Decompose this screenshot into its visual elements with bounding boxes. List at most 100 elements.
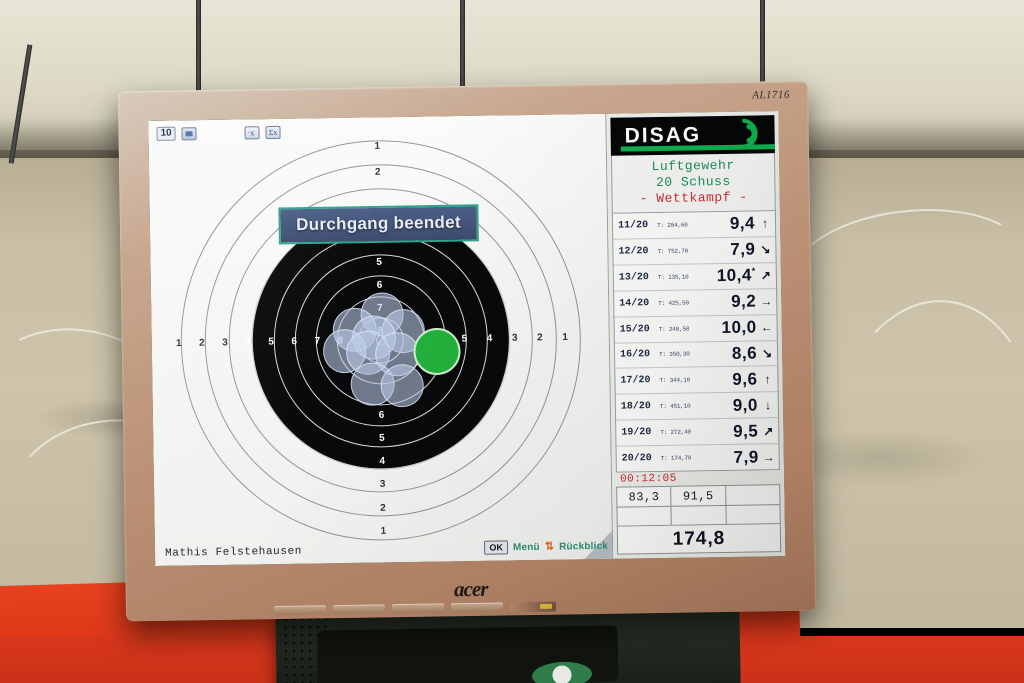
shot-index: 17/20 (620, 375, 651, 387)
screen-frame: 10 ·x Σx (148, 111, 786, 566)
ok-button[interactable]: OK (484, 540, 509, 555)
ringnum-v-t-0: 1 (374, 141, 381, 153)
power-led-icon (539, 603, 553, 609)
shot-value: 10,0 (721, 317, 757, 338)
shot-value: 9,5 (733, 421, 759, 441)
updown-arrows-icon[interactable]: ⇅ (544, 540, 555, 553)
shot-value: 9,2 (730, 291, 757, 312)
shot-index: 20/20 (621, 453, 652, 465)
shot-index: 12/20 (618, 245, 649, 258)
shot-list-row[interactable]: 19/20 T: 272,40 9,5 ↗ (616, 418, 779, 447)
shot-value: 9,4 (729, 213, 756, 234)
shot-value: 7,9 (730, 239, 756, 260)
monitor-menu-button[interactable] (450, 602, 504, 613)
tripod-pole-3 (760, 0, 765, 88)
monitor-auto-button[interactable] (273, 605, 327, 616)
ringnum-v-b-1: 5 (378, 432, 385, 445)
statistics-icon[interactable]: ·x (244, 125, 260, 139)
shot-value: 7,9 (733, 447, 759, 467)
shot-list[interactable]: 11/20 T: 204,60 9,4 ↑ 12/20 T: 752,70 7,9 ↘ 13/2… (611, 211, 780, 473)
shot-time: T: 174,70 (660, 454, 692, 463)
ringnum-v-b-5: 1 (380, 525, 387, 537)
shot-time: T: 135,10 (657, 273, 689, 281)
shot-time: T: 350,30 (659, 350, 690, 359)
review-button[interactable]: Rückblick (558, 540, 609, 553)
ringnum-h-l-1: 2 (198, 337, 205, 349)
shot-list-row[interactable]: 11/20 T: 204,60 9,4 ↑ (612, 211, 776, 240)
softkey-bar[interactable]: OK Menü ⇅ Rückblick (484, 539, 608, 555)
shot-list-row[interactable]: 13/20 T: 135,10 10,4* ↗ (613, 262, 777, 292)
menu-button[interactable]: Menü (512, 541, 540, 553)
shot-direction-arrow-icon: ↑ (764, 372, 771, 387)
total-score: 174,8 (616, 524, 782, 555)
ringnum-h-r-0: 5 (461, 332, 468, 345)
disag-application-screen: 10 ·x Σx (148, 111, 786, 566)
series-row: 83,3 91,5 (617, 485, 780, 507)
ringnum-h-r-4: 1 (562, 331, 568, 343)
shot-list-row[interactable]: 16/20 T: 350,30 8,6 ↘ (614, 340, 778, 370)
monitor-left-button[interactable] (332, 604, 386, 615)
shot-index: 18/20 (620, 401, 652, 413)
shot-index: 15/20 (619, 323, 650, 336)
shot-direction-arrow-icon: ↑ (761, 216, 769, 231)
series-score-cell (724, 485, 780, 505)
series-score-cell (617, 507, 671, 526)
shot-time: T: 272,40 (660, 428, 691, 437)
shot-list-row[interactable]: 20/20 T: 174,70 7,9 → (617, 444, 779, 471)
shot-list-row[interactable]: 17/20 T: 344,10 9,6 ↑ (615, 366, 778, 396)
series-score-cell: 83,3 (628, 489, 660, 504)
ringnum-h-l-4: 5 (268, 336, 274, 348)
score-sidebar: DISAG Luftgewehr 20 Schuss - Wettkampf -… (606, 111, 786, 559)
ringnum-h-l-0: 1 (175, 337, 182, 349)
target-pane: 10 ·x Σx (148, 113, 614, 566)
shot-index: 14/20 (619, 297, 650, 310)
shot-count-badge[interactable]: 10 (156, 126, 176, 141)
ringnum-v-t-1: 2 (374, 166, 381, 178)
acer-logo: acer (453, 576, 488, 602)
shot-time: T: 240,50 (658, 325, 690, 333)
status-banner: Durchgang beendet (277, 204, 480, 245)
shot-value: 9,6 (732, 369, 758, 389)
shot-list-row[interactable]: 18/20 T: 451,10 9,0 ↓ (615, 392, 779, 421)
ringnum-h-l-3: 4 (245, 336, 251, 348)
shot-list-row[interactable]: 12/20 T: 752,70 7,9 ↘ (613, 237, 776, 266)
shot-list-row[interactable]: 15/20 T: 240,50 10,0 ← (614, 314, 777, 344)
shot-list-row[interactable]: 14/20 T: 425,50 9,2 → (614, 288, 777, 318)
monitor-right-button[interactable] (391, 603, 445, 614)
shot-value: 10,4* (716, 265, 756, 286)
tripod-pole-1 (196, 0, 201, 96)
ringnum-h-l-2: 3 (222, 336, 228, 348)
series-score-cell (725, 505, 780, 524)
monitor-power-button[interactable] (509, 601, 557, 612)
shooter-name: Mathis Felstehausen (165, 545, 303, 560)
target-toolbar[interactable]: 10 ·x Σx (156, 125, 281, 141)
shot-index: 16/20 (620, 349, 651, 362)
shot-index: 11/20 (617, 220, 649, 232)
series-score-cell: 91,5 (670, 485, 726, 506)
ringnum-v-b-0: 6 (378, 409, 385, 421)
shot-direction-arrow-icon: ↗ (760, 268, 771, 283)
shot-direction-arrow-icon: ↘ (761, 346, 773, 361)
shot-direction-arrow-icon: ← (760, 320, 773, 335)
target-face[interactable]: 1 2 3 4 5 6 7 8 5 4 3 2 1 1 (167, 127, 594, 554)
toolbar-spacer (203, 133, 239, 134)
shot-time: T: 451,10 (659, 402, 691, 411)
shot-time: T: 752,70 (657, 247, 689, 255)
sigma-icon[interactable]: Σx (265, 125, 281, 139)
monitor-model-label: AL1716 (752, 88, 791, 102)
shot-hole (379, 363, 425, 408)
ringnum-h-r-2: 3 (511, 332, 518, 344)
shot-index: 19/20 (621, 427, 652, 439)
shot-value: 9,0 (732, 395, 759, 415)
network-icon[interactable] (181, 126, 197, 140)
disag-logo-bar: DISAG (610, 115, 775, 156)
shot-direction-arrow-icon: ↗ (763, 423, 774, 439)
pc-unit (599, 604, 741, 683)
ringnum-h-l-5: 6 (291, 335, 298, 347)
shot-direction-arrow-icon: → (760, 294, 773, 309)
acer-monitor: AL1716 acer 10 · (117, 80, 817, 622)
series-row (617, 504, 780, 526)
match-header: Luftgewehr 20 Schuss - Wettkampf - (610, 153, 776, 214)
ringnum-v-t-3: 5 (376, 256, 382, 268)
